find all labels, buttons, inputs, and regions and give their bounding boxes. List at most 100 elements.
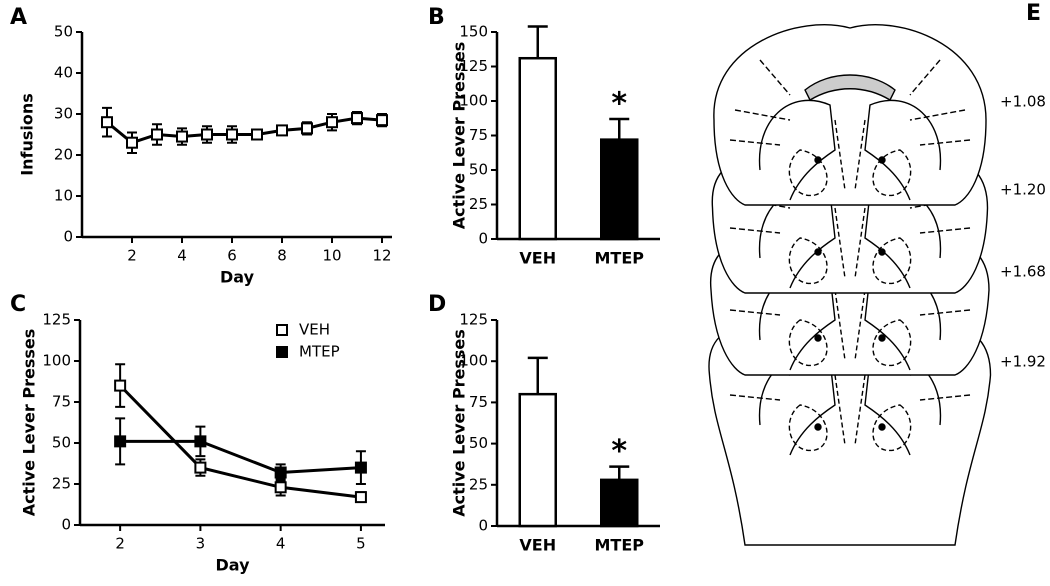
panel-label: B — [428, 5, 445, 30]
x-tick-label: MTEP — [595, 249, 645, 268]
data-line — [120, 439, 362, 475]
y-tick-label: 125 — [459, 311, 488, 329]
x-axis-label: Day — [215, 556, 250, 575]
marker — [201, 128, 213, 141]
x-tick-label: 12 — [372, 247, 391, 265]
data-line — [106, 116, 383, 145]
y-tick-label: 0 — [478, 230, 488, 248]
marker — [276, 124, 288, 137]
region — [788, 289, 912, 367]
marker — [151, 128, 163, 141]
brain-section — [713, 24, 987, 206]
y-tick-label: 100 — [459, 92, 488, 110]
marker — [354, 491, 367, 504]
marker — [176, 130, 188, 143]
y-tick-label: 50 — [52, 434, 71, 452]
section-outline — [713, 24, 987, 206]
y-axis-label: Active Lever Presses — [450, 42, 469, 230]
region — [729, 59, 971, 146]
marker — [226, 128, 238, 141]
y-axis-label: Infusions — [18, 93, 37, 176]
level-label: +1.68 — [1000, 263, 1046, 281]
error-bar — [609, 117, 630, 140]
x-tick-label: 4 — [177, 247, 187, 265]
marker — [126, 136, 138, 149]
y-tick-label: 75 — [469, 126, 488, 144]
marker — [251, 128, 263, 141]
legend-marker — [276, 324, 288, 336]
marker — [274, 481, 287, 494]
y-axis-label: Active Lever Presses — [450, 329, 469, 517]
brain-atlas — [708, 24, 992, 546]
injection-site — [878, 248, 886, 256]
marker — [114, 379, 127, 392]
marker — [101, 116, 113, 129]
x-tick-label: VEH — [519, 536, 556, 555]
error-bar — [609, 465, 630, 480]
y-tick-label: 75 — [469, 393, 488, 411]
y-tick-label: 0 — [63, 228, 73, 246]
x-tick-label: 5 — [356, 535, 366, 553]
x-tick-label: 6 — [227, 247, 237, 265]
significance-marker: * — [611, 86, 627, 121]
x-tick-label: VEH — [519, 249, 556, 268]
y-tick-label: 20 — [54, 146, 73, 164]
region — [788, 119, 912, 197]
y-tick-label: 100 — [459, 352, 488, 370]
injection-site — [814, 334, 822, 342]
y-tick-label: 75 — [52, 393, 71, 411]
bar — [518, 56, 557, 241]
y-tick-label: 25 — [469, 475, 488, 493]
y-tick-label: 10 — [54, 187, 73, 205]
marker — [114, 435, 127, 448]
error-bar — [527, 356, 548, 395]
data-line — [119, 384, 362, 499]
marker — [194, 435, 207, 448]
bar — [600, 138, 639, 241]
injection-site — [878, 156, 886, 164]
injection-site — [878, 423, 886, 431]
brain-section — [708, 314, 992, 546]
legend-label: MTEP — [299, 343, 340, 361]
region — [788, 207, 912, 285]
marker — [194, 461, 207, 474]
y-tick-label: 100 — [42, 352, 71, 370]
y-tick-label: 50 — [469, 161, 488, 179]
x-tick-label: 2 — [127, 247, 137, 265]
y-tick-label: 50 — [469, 434, 488, 452]
legend-label: VEH — [299, 321, 330, 339]
y-tick-label: 50 — [54, 23, 73, 41]
x-tick-label: 2 — [115, 535, 125, 553]
y-tick-label: 125 — [42, 311, 71, 329]
level-label: +1.92 — [1000, 353, 1046, 371]
error-bar — [527, 25, 548, 59]
x-tick-label: 10 — [322, 247, 341, 265]
x-tick-label: 3 — [196, 535, 206, 553]
injection-site — [814, 248, 822, 256]
level-label: +1.08 — [1000, 93, 1046, 111]
y-tick-label: 0 — [478, 517, 488, 535]
marker — [351, 112, 363, 125]
marker — [301, 122, 313, 135]
panel-label: D — [428, 292, 446, 317]
marker — [376, 114, 388, 127]
y-tick-label: 150 — [459, 23, 488, 41]
bar — [518, 392, 557, 528]
marker — [326, 116, 338, 129]
y-tick-label: 125 — [459, 57, 488, 75]
bar — [600, 478, 639, 528]
y-tick-label: 30 — [54, 105, 73, 123]
x-tick-label: 4 — [276, 535, 286, 553]
region — [788, 374, 912, 452]
corpus-callosum — [804, 74, 896, 101]
injection-site — [878, 334, 886, 342]
y-tick-label: 40 — [54, 64, 73, 82]
injection-site — [814, 156, 822, 164]
y-tick-label: 25 — [469, 195, 488, 213]
legend-marker — [276, 346, 288, 358]
y-tick-label: 25 — [52, 475, 71, 493]
panel-label: C — [10, 292, 26, 317]
y-axis-label: Active Lever Presses — [20, 329, 39, 517]
injection-site — [814, 423, 822, 431]
